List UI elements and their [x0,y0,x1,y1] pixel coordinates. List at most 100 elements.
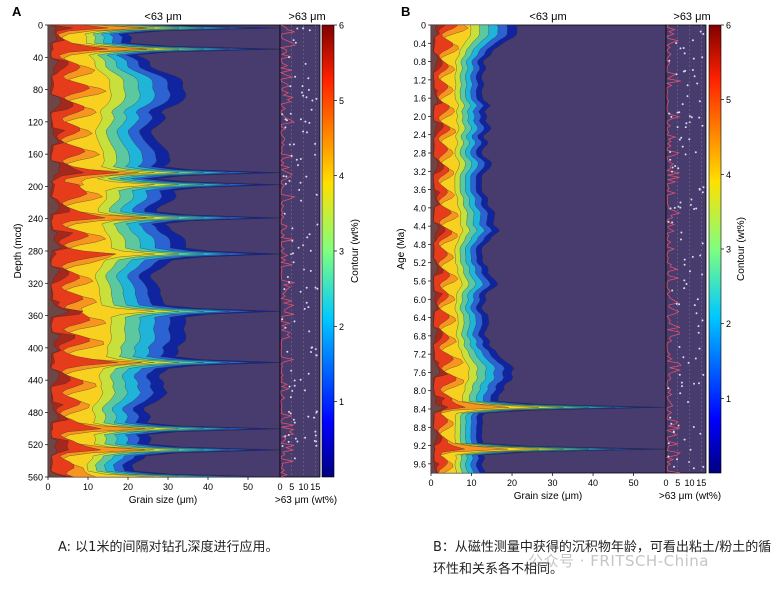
coarse-fraction-point [698,100,701,103]
coarse-fraction-point [680,231,683,234]
coarse-fraction-point [294,75,297,78]
coarse-fraction-point [297,164,299,167]
coarse-fraction-point [299,118,302,121]
coarse-fraction-point [316,223,319,226]
panel-b-label: B [401,4,410,19]
coarse-fraction-point [683,52,686,55]
coarse-fraction-point [684,126,687,129]
x-tick-label: 10 [83,482,93,492]
coarse-fraction-point [702,373,705,376]
coarse-fraction-point [692,467,695,470]
coarse-fraction-point [674,165,677,167]
coarse-fraction-point [695,207,698,210]
colorbar-tick-label: 6 [339,21,344,31]
caption-b: B：从磁性测量中获得的沉积物年龄，可看出粘土/粉土的循环性和关系各不相同。 [433,540,772,577]
coarse-fraction-point [291,389,294,392]
colorbar-tick-label: 4 [726,170,731,180]
coarse-fraction-point [315,193,318,196]
coarse-fraction-point [701,56,704,59]
coarse-fraction-point [289,396,292,399]
y-tick-label: 280 [28,247,43,257]
coarse-fraction-point [676,111,679,114]
coarse-fraction-point [683,438,686,441]
coarse-fraction-point [679,392,682,395]
coarse-fraction-point [294,41,297,44]
coarse-fraction-point [305,96,308,99]
coarse-fraction-point [288,281,291,284]
y-tick-label: 560 [28,473,43,483]
panel-b-y-axis: 0 0.4 0.8 1.2 1.6 2.0 2.4 2.8 3.2 3.6 4.0 4.4 4.8 5.2… [413,21,431,469]
coarse-fraction-point [281,113,284,116]
y-tick-label: 480 [28,408,43,418]
x-tick-label: 50 [243,482,253,492]
contour-level-8 [431,25,466,473]
coarse-fraction-point [669,151,672,153]
coarse-fraction-point [684,153,687,156]
coarse-fraction-point [697,331,700,334]
coarse-fraction-point [677,424,680,427]
caption-a: A: 以1米的间隔对钻孔深度进行应用。 [58,540,279,555]
coarse-fraction-point [671,289,674,292]
x-tick-label: 30 [163,482,173,492]
coarse-fraction-point [681,385,683,388]
coarse-fraction-point [282,175,285,178]
panel-a-label: A [12,4,22,19]
coarse-fraction-point [680,238,682,241]
coarse-fraction-point [288,56,290,59]
coarse-fraction-point [668,59,671,62]
coarse-fraction-point [285,175,288,178]
y-tick-label: 440 [28,376,43,386]
coarse-fraction-point [291,227,294,230]
coarse-fraction-point [302,130,305,133]
coarse-fraction-point [310,346,313,349]
coarse-fraction-point [691,69,694,71]
colorbar-tick-label: 5 [726,95,731,105]
coarse-fraction-point [309,249,312,252]
panel-a-side-series [280,25,319,477]
y-tick-label: 1.6 [413,94,426,104]
panel-b-contour-bands [431,25,666,473]
coarse-fraction-point [308,121,311,124]
contour-level-10 [48,25,70,477]
panel-a-x-axis: 0 10 20 30 40 50 [45,477,253,492]
panel-b-xlabel: Grain size (μm) [514,491,583,502]
panel-b-side-series [666,25,705,473]
coarse-fraction-point [286,276,289,278]
coarse-fraction-point [284,182,287,185]
coarse-fraction-point [698,188,701,191]
panel-b-side-area [665,24,707,474]
coarse-fraction-point [314,430,317,433]
y-tick-label: 2.4 [413,130,426,140]
y-tick-label: 200 [28,182,43,192]
x-tick-label: 40 [588,478,598,488]
coarse-fraction-point [309,269,312,272]
coarse-fraction-point [304,436,307,439]
panel-a-ylabel: Depth (mcd) [13,223,24,278]
coarse-fraction-point [296,440,299,443]
coarse-fraction-point [670,115,673,118]
coarse-fraction-point [667,387,670,390]
coarse-fraction-point [683,279,686,282]
coarse-fraction-point [678,373,681,376]
coarse-fraction-point [289,112,292,115]
x-tick-label: 40 [203,482,213,492]
y-tick-label: 9.6 [413,459,426,469]
coarse-fraction-point [308,29,311,32]
coarse-fraction-point [289,412,292,415]
y-tick-label: 7.2 [413,350,426,360]
coarse-fraction-point [290,154,293,157]
coarse-fraction-point [693,304,696,307]
y-tick-label: 4.8 [413,240,426,250]
coarse-fraction-point [292,252,294,255]
coarse-fraction-point [667,455,670,458]
coarse-fraction-point [685,283,688,285]
coarse-fraction-point [699,432,702,435]
coarse-fraction-point [307,306,310,309]
coarse-fraction-point [689,448,692,451]
coarse-fraction-point [696,82,699,85]
coarse-fraction-point [679,201,682,204]
coarse-fraction-point [697,325,700,328]
y-tick-label: 160 [28,150,43,160]
coarse-fraction-point [284,435,287,438]
y-tick-label: 1.2 [413,75,426,85]
